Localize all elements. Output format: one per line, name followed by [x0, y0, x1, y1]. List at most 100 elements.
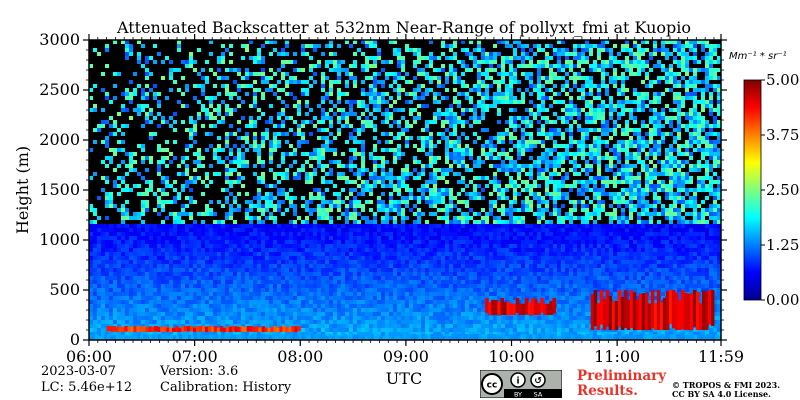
- heatmap-cell: [253, 252, 257, 256]
- heatmap-cell: [477, 292, 481, 296]
- heatmap-cell: [325, 256, 329, 260]
- heatmap-cell: [101, 272, 105, 276]
- heatmap-cell: [109, 312, 113, 316]
- heatmap-cell: [353, 112, 357, 116]
- heatmap-cell: [433, 184, 437, 188]
- heatmap-cell: [237, 312, 241, 316]
- heatmap-cell: [101, 276, 105, 280]
- heatmap-cell: [373, 244, 377, 248]
- heatmap-cell: [353, 100, 357, 104]
- heatmap-cell: [329, 228, 333, 232]
- heatmap-cell: [461, 308, 465, 312]
- heatmap-cell: [265, 40, 269, 44]
- heatmap-cell: [197, 160, 201, 164]
- heatmap-cell: [425, 292, 429, 296]
- heatmap-cell: [301, 88, 305, 92]
- heatmap-cell: [489, 276, 493, 280]
- heatmap-cell: [385, 220, 389, 224]
- heatmap-cell: [389, 296, 393, 300]
- heatmap-cell: [441, 328, 445, 332]
- heatmap-cell: [169, 60, 173, 64]
- heatmap-cell: [501, 280, 505, 284]
- heatmap-cell: [353, 296, 357, 300]
- heatmap-cell: [257, 312, 261, 316]
- heatmap-cell: [433, 280, 437, 284]
- heatmap-cell: [401, 320, 405, 324]
- heatmap-cell: [361, 160, 365, 164]
- heatmap-cell: [425, 240, 429, 244]
- heatmap-cell: [289, 292, 293, 296]
- heatmap-cell: [353, 148, 357, 152]
- heatmap-cell: [441, 268, 445, 272]
- heatmap-cell: [149, 72, 153, 76]
- heatmap-cell: [493, 44, 497, 48]
- heatmap-cell: [361, 332, 365, 336]
- heatmap-cell: [313, 324, 317, 328]
- heatmap-cell: [441, 44, 445, 48]
- heatmap-cell: [169, 116, 173, 120]
- heatmap-cell: [169, 316, 173, 320]
- heatmap-cell: [129, 332, 133, 336]
- heatmap-cell: [461, 300, 465, 304]
- heatmap-cell: [221, 312, 225, 316]
- heatmap-cell: [265, 204, 269, 208]
- heatmap-cell: [285, 72, 289, 76]
- heatmap-cell: [497, 208, 501, 212]
- heatmap-cell: [345, 256, 349, 260]
- heatmap-cell: [177, 224, 181, 228]
- heatmap-cell: [261, 316, 265, 320]
- heatmap-cell: [393, 76, 397, 80]
- heatmap-cell: [321, 216, 325, 220]
- heatmap-cell: [345, 216, 349, 220]
- heatmap-cell: [469, 124, 473, 128]
- heatmap-cell: [173, 68, 177, 72]
- heatmap-cell: [113, 276, 117, 280]
- heatmap-cell: [273, 252, 277, 256]
- heatmap-cell: [405, 128, 409, 132]
- heatmap-cell: [461, 80, 465, 84]
- heatmap-cell: [381, 84, 385, 88]
- heatmap-cell: [157, 240, 161, 244]
- heatmap-cell: [117, 308, 121, 312]
- heatmap-cell: [473, 84, 477, 88]
- heatmap-cell: [345, 84, 349, 88]
- heatmap-cell: [485, 260, 489, 264]
- heatmap-cell: [369, 240, 373, 244]
- heatmap-cell: [313, 236, 317, 240]
- heatmap-cell: [149, 252, 153, 256]
- heatmap-cell: [137, 40, 141, 44]
- heatmap-cell: [333, 160, 337, 164]
- heatmap-cell: [493, 184, 497, 188]
- heatmap-cell: [413, 332, 417, 336]
- heatmap-cell: [481, 224, 485, 228]
- heatmap-cell: [257, 276, 261, 280]
- heatmap-cell: [293, 292, 297, 296]
- heatmap-cell: [345, 112, 349, 116]
- heatmap-cell: [137, 144, 141, 148]
- heatmap-cell: [149, 300, 153, 304]
- heatmap-cell: [493, 220, 497, 224]
- heatmap-cell: [233, 252, 237, 256]
- heatmap-cell: [401, 276, 405, 280]
- heatmap-cell: [213, 116, 217, 120]
- heatmap-cell: [449, 312, 453, 316]
- heatmap-cell: [229, 300, 233, 304]
- heatmap-cell: [361, 224, 365, 228]
- heatmap-cell: [237, 120, 241, 124]
- heatmap-cell: [153, 92, 157, 96]
- heatmap-cell: [261, 280, 265, 284]
- heatmap-cell: [153, 228, 157, 232]
- heatmap-cell: [449, 104, 453, 108]
- heatmap-cell: [277, 296, 281, 300]
- heatmap-cell: [365, 240, 369, 244]
- heatmap-cell: [353, 304, 357, 308]
- heatmap-cell: [213, 224, 217, 228]
- heatmap-cell: [261, 132, 265, 136]
- heatmap-cell: [229, 228, 233, 232]
- heatmap-cell: [173, 212, 177, 216]
- heatmap-cell: [493, 264, 497, 268]
- heatmap-cell: [333, 284, 337, 288]
- heatmap-cell: [217, 224, 221, 228]
- heatmap-cell: [97, 332, 101, 336]
- heatmap-cell: [137, 272, 141, 276]
